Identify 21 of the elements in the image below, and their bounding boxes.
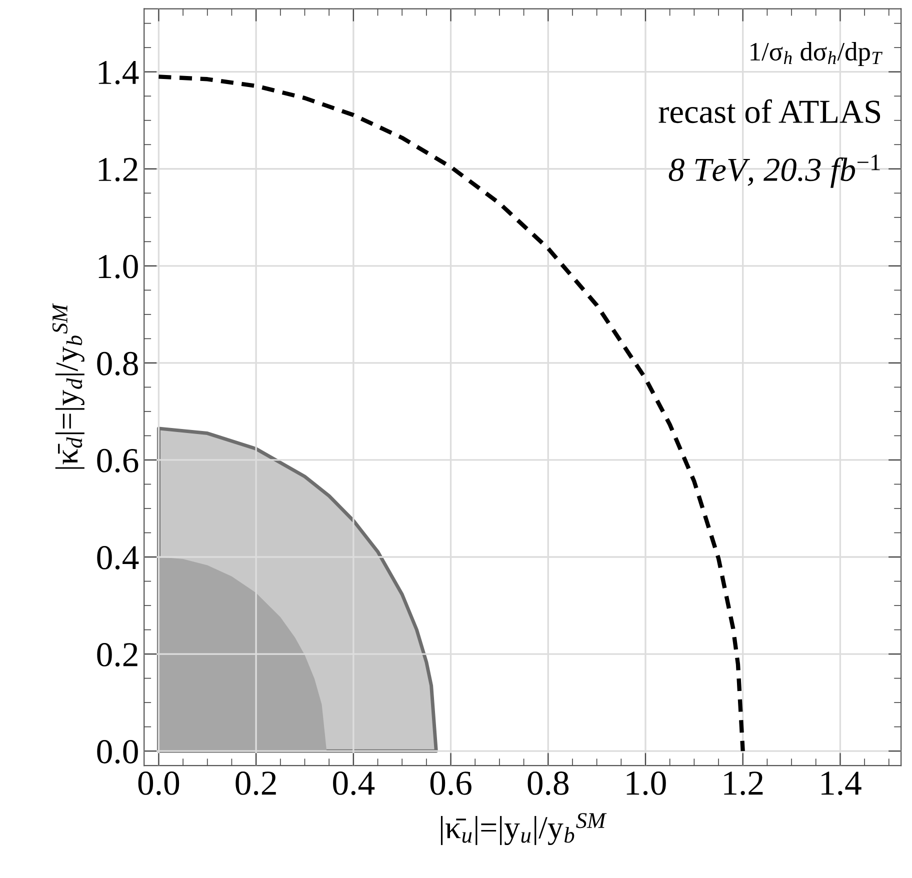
y-tick-label: 0.0 [97, 740, 138, 764]
x-tick-label: 0.2 [236, 771, 276, 796]
annotation: recast of ATLAS [658, 99, 880, 124]
y-tick-label: 0.8 [97, 352, 138, 376]
x-axis-title: |κ̄$_{u}$|=|y$_{u}$|/y$_{b}$$^{SM}$ [440, 813, 607, 846]
y-tick-label: 1.4 [98, 60, 139, 84]
y-tick-label: 1.2 [98, 158, 138, 182]
y-tick-label: 0.2 [97, 642, 138, 667]
annotation: 8 TeV, 20.3 fb$^{−1}$ [668, 154, 880, 188]
x-tick-label: 1.0 [626, 771, 666, 796]
x-tick-label: 0.8 [528, 771, 569, 796]
y-tick-label: 0.6 [97, 448, 138, 473]
annotation: 1/σ$_{h}$ dσ$_{h}$/dp$_{T}$ [750, 42, 883, 66]
y-tick-label: 1.0 [98, 254, 138, 278]
x-tick-label: 0.6 [430, 771, 472, 796]
x-tick-label: 0.0 [138, 771, 180, 796]
y-tick-label: 0.4 [97, 546, 139, 570]
y-axis-title: |κ̄$_{d}$|=|y$_{d}$|/y$_{b}$$^{SM}$ [52, 303, 84, 469]
x-tick-label: 0.4 [333, 771, 375, 796]
x-tick-label: 1.4 [822, 772, 862, 796]
x-tick-label: 1.2 [724, 772, 763, 796]
